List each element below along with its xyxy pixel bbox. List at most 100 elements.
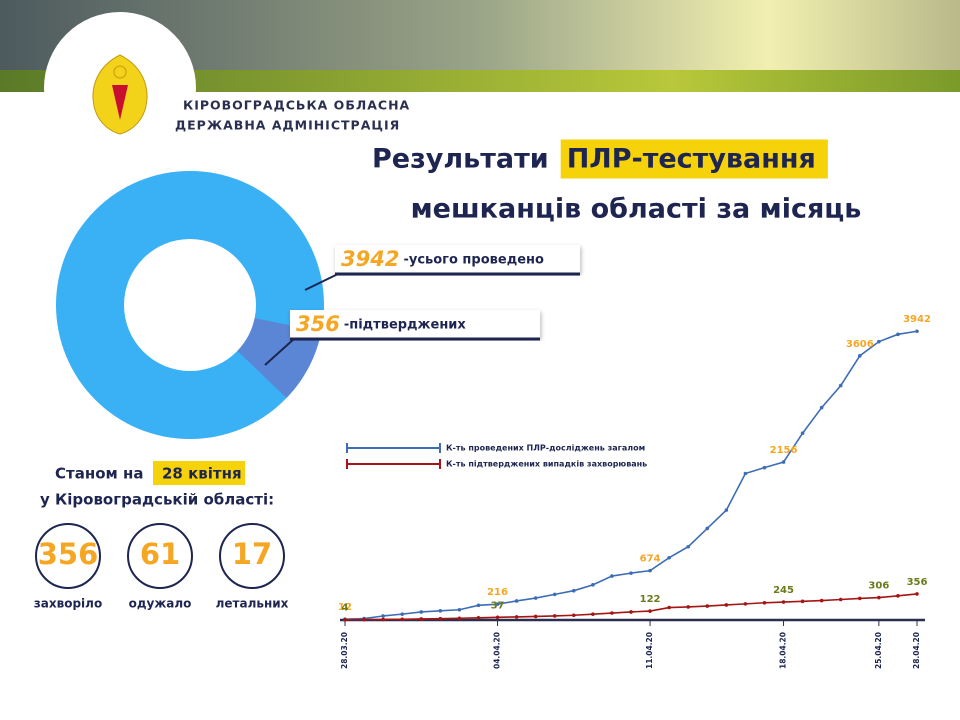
stat-circle [127, 523, 193, 589]
stat-label: летальних [216, 597, 289, 611]
point [419, 610, 424, 614]
point [896, 332, 900, 337]
value-label: 3606 [846, 339, 874, 350]
point [419, 617, 424, 621]
series-line [344, 330, 918, 620]
point [400, 617, 405, 622]
point [838, 597, 843, 602]
point [495, 615, 500, 620]
value-label: 245 [773, 585, 794, 596]
value-label: 306 [868, 581, 889, 592]
value-label: 4 [342, 603, 349, 614]
callout-value: 356 [296, 312, 340, 336]
point [400, 612, 405, 616]
donut-segment [55, 170, 325, 440]
point [438, 609, 443, 613]
point [457, 616, 462, 621]
point [896, 594, 900, 598]
point [781, 460, 786, 464]
legend-label: К-ть проведених ПЛР-досліджень загалом [446, 443, 645, 453]
point [381, 614, 385, 618]
status-text: Станом на [55, 465, 143, 483]
value-label: 216 [487, 587, 508, 598]
series-line [344, 593, 918, 621]
stat-value: 61 [140, 537, 180, 571]
point [362, 617, 366, 622]
point [591, 583, 595, 587]
callout-value: 3942 [341, 247, 399, 271]
point [800, 431, 805, 436]
point [724, 603, 729, 607]
point [457, 607, 462, 612]
point [858, 354, 862, 358]
point [572, 588, 576, 593]
stat-label: одужало [129, 597, 192, 611]
point [877, 339, 881, 344]
callout-line [264, 337, 296, 366]
point [438, 616, 443, 621]
highlight [153, 461, 245, 485]
x-tick-label: 28.03.20 [340, 632, 349, 669]
point [533, 614, 538, 619]
point [476, 603, 481, 608]
point [743, 602, 748, 606]
point [476, 616, 481, 620]
point [819, 598, 824, 603]
point [705, 526, 710, 531]
point [724, 508, 729, 512]
point [572, 613, 576, 618]
x-tick-label: 28.04.20 [912, 632, 921, 669]
emblem [92, 54, 148, 135]
point [743, 471, 748, 476]
value-label: 674 [640, 554, 661, 565]
point [514, 599, 519, 603]
banner-field [0, 70, 960, 92]
point [381, 617, 385, 622]
legend-label: К-ть підтверджених випадків захворювань [446, 459, 647, 469]
point [762, 600, 767, 605]
point [591, 612, 595, 616]
point [495, 602, 500, 606]
callout-label: -підтверджених [344, 318, 467, 333]
x-tick-label: 04.04.20 [493, 632, 502, 669]
point [877, 595, 881, 600]
value-label: 12 [338, 602, 352, 613]
value-label: 2156 [770, 445, 798, 456]
point [610, 574, 614, 578]
point [610, 611, 614, 615]
point [781, 600, 786, 604]
callout-box [335, 245, 580, 273]
x-tick-label: 18.04.20 [779, 632, 788, 669]
value-label: 122 [640, 594, 661, 605]
point [552, 592, 557, 597]
point [514, 615, 519, 619]
org-name: ДЕРЖАВНА АДМІНІСТРАЦІЯ [175, 118, 400, 133]
status-date: 28 квітня [162, 465, 242, 483]
stat-value: 17 [232, 537, 272, 571]
point [629, 571, 633, 575]
value-label: 3942 [903, 314, 931, 325]
point [915, 329, 919, 334]
point [667, 605, 671, 610]
value-label: 37 [491, 600, 505, 611]
point [648, 568, 652, 573]
point [552, 614, 557, 618]
point [533, 596, 538, 600]
value-label: 356 [907, 577, 928, 588]
org-name: КІРОВОГРАДСЬКА ОБЛАСНА [183, 98, 410, 113]
callout-label: -усього проведено [403, 253, 544, 268]
status-text: у Кіровоградській області: [40, 491, 274, 509]
title: Результати [372, 144, 549, 175]
title: мешканців області за місяць [411, 194, 862, 225]
point [915, 592, 919, 596]
point [629, 610, 633, 614]
point [667, 555, 671, 560]
point [705, 604, 710, 608]
point [858, 596, 862, 601]
title-highlight: ПЛР-тестування [567, 144, 816, 175]
x-tick-label: 11.04.20 [645, 632, 654, 669]
callout-line [304, 272, 341, 291]
point [762, 465, 767, 470]
point [686, 605, 690, 609]
point [838, 383, 843, 388]
